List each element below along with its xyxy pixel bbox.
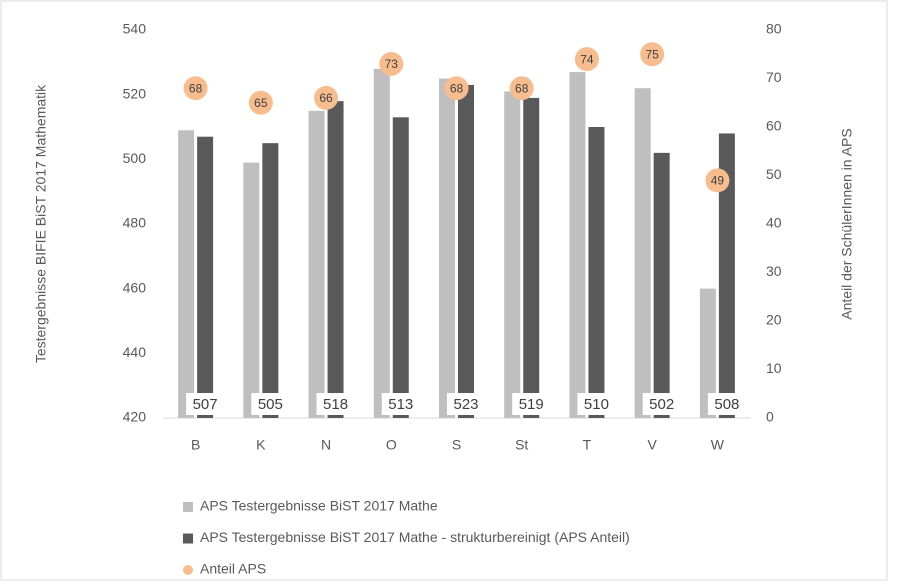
data-label-box: [642, 393, 681, 415]
y2-tick-label: 50: [766, 166, 782, 182]
data-label: 49: [711, 174, 725, 188]
dot: [248, 90, 273, 115]
legend-label: Anteil APS: [200, 561, 266, 577]
bar: [178, 130, 195, 418]
y2-tick-label: 20: [766, 312, 782, 328]
y2-tick-label: 10: [766, 360, 782, 376]
legend-swatch: [183, 565, 193, 575]
bar: [523, 97, 540, 419]
data-label-box: [512, 393, 551, 415]
bar: [373, 68, 390, 419]
data-label: 68: [189, 81, 203, 95]
bar: [262, 143, 279, 418]
data-label: 68: [515, 81, 529, 95]
x-tick-label: St: [515, 437, 528, 453]
data-label: 73: [385, 57, 399, 71]
y2-tick-label: 40: [766, 215, 782, 231]
y2-tick-label: 70: [766, 69, 782, 85]
y-tick-label: 520: [123, 85, 147, 101]
bar: [392, 117, 409, 419]
data-label: 510: [584, 396, 609, 413]
dot: [509, 76, 534, 101]
y2-tick-label: 30: [766, 263, 782, 279]
y2-tick-label: 60: [766, 118, 782, 134]
y-tick-label: 460: [123, 279, 147, 295]
bar: [439, 78, 455, 418]
legend-swatch: [183, 502, 193, 512]
bar: [243, 162, 260, 418]
data-label: 518: [323, 396, 348, 413]
y-tick-label: 500: [123, 150, 147, 166]
data-label-box: [577, 393, 616, 415]
data-label-box: [447, 393, 485, 415]
dot: [314, 85, 339, 110]
data-label: 523: [453, 396, 478, 413]
data-label-box: [316, 393, 355, 415]
y-tick-label: 420: [123, 409, 147, 425]
data-label: 507: [193, 396, 218, 413]
dot: [705, 168, 730, 193]
y-tick-label: 540: [123, 21, 147, 37]
data-label-box: [381, 393, 420, 415]
y-tick-label: 440: [123, 344, 147, 360]
y-tick-label: 480: [123, 215, 147, 231]
data-label: 74: [580, 52, 594, 66]
bar: [718, 133, 735, 418]
x-tick-label: V: [647, 437, 657, 453]
dot: [183, 76, 208, 101]
x-tick-label: B: [191, 437, 200, 453]
x-tick-label: O: [386, 437, 397, 453]
bar: [458, 84, 474, 418]
data-label: 508: [714, 396, 739, 413]
dot: [574, 47, 599, 72]
x-tick-label: W: [711, 437, 725, 453]
y2-tick-label: 0: [766, 409, 774, 425]
bar: [504, 91, 521, 418]
bar: [308, 110, 325, 418]
x-tick-label: T: [583, 437, 592, 453]
data-label: 65: [254, 96, 268, 110]
legend-swatch: [183, 533, 193, 544]
data-label: 68: [450, 81, 464, 95]
bar: [588, 127, 605, 418]
data-label: 66: [319, 91, 333, 105]
data-label: 513: [388, 396, 413, 413]
bar: [327, 101, 344, 418]
y-axis-title: Testergebnisse BIFIE BiST 2017 Mathemati…: [33, 84, 49, 363]
data-label: 75: [645, 47, 659, 61]
dot: [640, 42, 665, 67]
data-label-box: [707, 393, 746, 415]
x-tick-label: S: [452, 437, 461, 453]
data-label: 502: [649, 396, 674, 413]
x-tick-label: N: [321, 437, 331, 453]
bar: [634, 88, 651, 418]
dot: [444, 76, 469, 101]
bar: [699, 288, 716, 418]
data-label: 519: [519, 396, 544, 413]
y2-tick-label: 80: [766, 21, 782, 37]
dot: [379, 51, 404, 76]
bar: [197, 136, 214, 418]
bar: [569, 72, 586, 419]
legend-label: APS Testergebnisse BiST 2017 Mathe: [200, 498, 438, 514]
bar: [653, 152, 670, 418]
y2-axis-title: Anteil der SchülerInnen in APS: [839, 128, 855, 319]
data-label-box: [186, 393, 225, 415]
data-label-box: [251, 393, 290, 415]
legend-label: APS Testergebnisse BiST 2017 Mathe - str…: [200, 529, 630, 545]
x-tick-label: K: [256, 437, 266, 453]
data-label: 505: [258, 396, 283, 413]
